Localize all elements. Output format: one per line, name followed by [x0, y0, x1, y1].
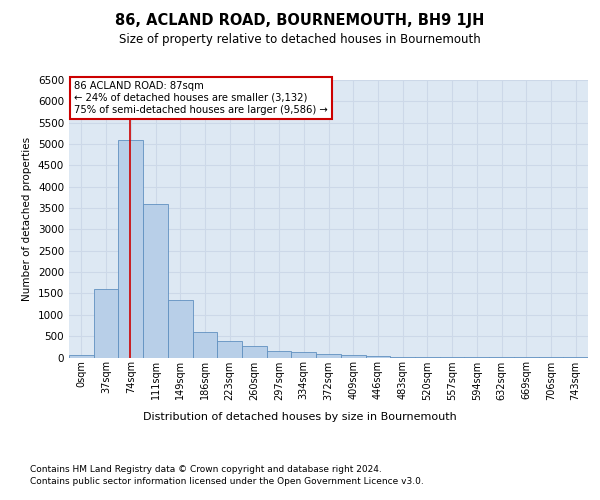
Text: 86, ACLAND ROAD, BOURNEMOUTH, BH9 1JH: 86, ACLAND ROAD, BOURNEMOUTH, BH9 1JH: [115, 12, 485, 28]
Y-axis label: Number of detached properties: Number of detached properties: [22, 136, 32, 301]
Bar: [193, 332, 217, 357]
Bar: [69, 356, 94, 358]
Text: 86 ACLAND ROAD: 87sqm
← 24% of detached houses are smaller (3,132)
75% of semi-d: 86 ACLAND ROAD: 87sqm ← 24% of detached …: [74, 82, 328, 114]
Bar: [118, 140, 143, 358]
Bar: [316, 354, 341, 358]
Bar: [217, 341, 242, 357]
Bar: [341, 355, 365, 358]
Text: Distribution of detached houses by size in Bournemouth: Distribution of detached houses by size …: [143, 412, 457, 422]
Text: Contains HM Land Registry data © Crown copyright and database right 2024.: Contains HM Land Registry data © Crown c…: [30, 465, 382, 474]
Bar: [365, 356, 390, 358]
Bar: [94, 289, 118, 358]
Text: Contains public sector information licensed under the Open Government Licence v3: Contains public sector information licen…: [30, 478, 424, 486]
Text: Size of property relative to detached houses in Bournemouth: Size of property relative to detached ho…: [119, 32, 481, 46]
Bar: [292, 352, 316, 358]
Bar: [267, 350, 292, 358]
Bar: [143, 204, 168, 358]
Bar: [242, 346, 267, 358]
Bar: [168, 300, 193, 358]
